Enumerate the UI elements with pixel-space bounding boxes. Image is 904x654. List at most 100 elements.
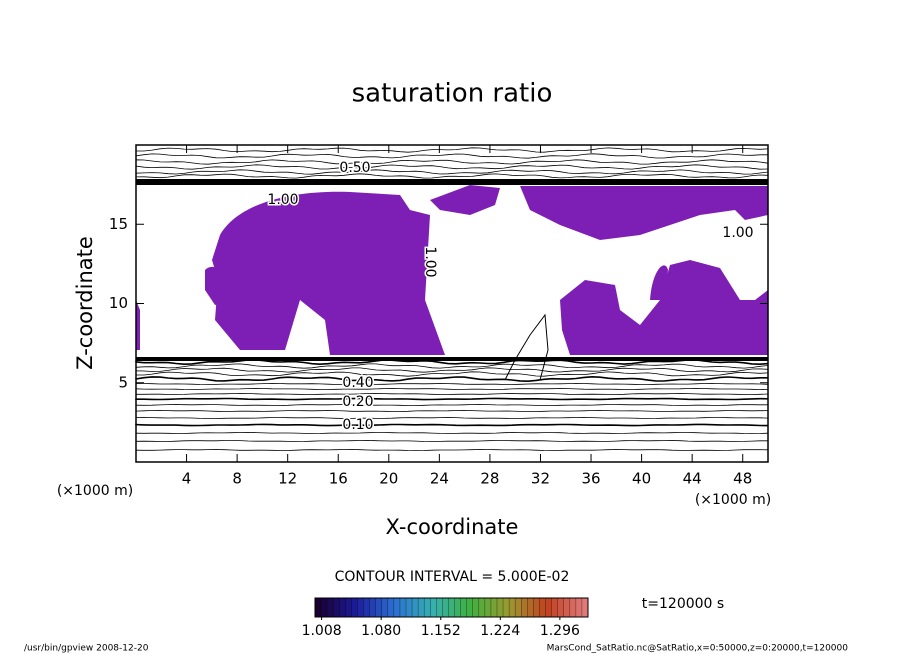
colorbar-cell: [454, 598, 461, 617]
colorbar-cell: [545, 598, 552, 617]
colorbar-cell: [521, 598, 528, 617]
x-unit: (×1000 m): [695, 492, 771, 508]
colorbar-cell: [436, 598, 443, 617]
contour-line: [135, 409, 769, 413]
colorbar-cell: [484, 598, 492, 617]
colorbar-cell: [533, 598, 540, 617]
colorbar-tick-label: 1.152: [421, 623, 461, 639]
colorbar-cell: [345, 598, 352, 617]
y-tick-label: 10: [109, 294, 128, 312]
footer-left: /usr/bin/gpview 2008-12-20: [24, 644, 149, 654]
y-tick-label: 5: [118, 373, 128, 391]
region: [520, 186, 768, 240]
colorbar-cell: [527, 598, 534, 617]
colorbar-cell: [387, 598, 395, 617]
colorbar-cell: [569, 598, 577, 617]
contour-label: 1.00: [267, 192, 298, 208]
chart-title: saturation ratio: [352, 79, 553, 109]
x-tick-label: 28: [480, 470, 499, 488]
contour-label: 0.10: [342, 417, 373, 433]
x-tick-label: 24: [430, 470, 449, 488]
contour-line: [135, 375, 768, 383]
contour-line: [135, 439, 768, 443]
x-tick-label: 16: [329, 470, 348, 488]
contour-label: 0.20: [342, 394, 373, 410]
colorbar-tick-label: 1.080: [361, 623, 401, 639]
colorbar-cell: [430, 598, 437, 617]
colorbar-cell: [381, 598, 389, 617]
x-unit: (×1000 m): [57, 483, 133, 499]
colorbar: 1.008 1.080 1.152 1.224 1.296: [302, 597, 589, 639]
colorbar-cell: [351, 598, 358, 617]
contour-line: [135, 387, 769, 391]
contour-line: [135, 153, 768, 159]
colorbar-cell: [418, 598, 425, 617]
contour-line: [135, 397, 769, 401]
contour-line: [135, 169, 769, 175]
region: [650, 265, 668, 300]
contour-line: [135, 159, 769, 165]
x-tick-label: 20: [379, 470, 398, 488]
time-label: t=120000 s: [642, 596, 724, 612]
colorbar-tick-label: 1.296: [540, 623, 580, 639]
contour-label: 0.50: [339, 160, 370, 176]
contour-line: [504, 313, 549, 381]
x-tick-label: 4: [182, 470, 192, 488]
contour-line: [135, 382, 769, 386]
y-axis-label: Z-coordinate: [73, 236, 97, 370]
contour-label: 0.40: [342, 375, 373, 391]
contour-line: [135, 371, 769, 377]
contour-line: [135, 448, 769, 452]
colorbar-cell: [466, 598, 474, 617]
colorbar-cell: [581, 598, 589, 617]
colorbar-cell: [490, 598, 498, 617]
region: [212, 191, 445, 355]
colorbar-cell: [557, 598, 565, 617]
colorbar-cell: [460, 598, 467, 617]
contour-line: [135, 358, 769, 366]
contour-line: [135, 363, 769, 369]
colorbar-cell: [315, 598, 322, 617]
x-tick-label: 36: [581, 470, 600, 488]
x-tick-label: 40: [632, 470, 651, 488]
x-tick-label: 48: [733, 470, 752, 488]
colorbar-cell: [442, 598, 449, 617]
x-tick-label: 12: [278, 470, 297, 488]
colorbar-cell: [424, 598, 431, 617]
x-axis-label: X-coordinate: [386, 515, 519, 539]
colorbar-frame: [314, 597, 589, 618]
colorbar-tick-label: 1.224: [480, 623, 520, 639]
region: [560, 260, 768, 355]
contour-line: [135, 392, 769, 396]
colorbar-cell: [478, 598, 486, 617]
colorbar-cell: [412, 598, 419, 617]
contour-line: [135, 367, 769, 373]
colorbar-cell: [357, 598, 364, 617]
region: [136, 300, 140, 350]
colorbar-cell: [363, 598, 370, 617]
colorbar-cell: [503, 598, 510, 617]
contour-label: 1.00: [422, 246, 438, 277]
contour-line: [135, 147, 769, 153]
x-tick-label: 44: [683, 470, 702, 488]
colorbar-cell: [515, 598, 522, 617]
contour-lines: [135, 147, 769, 452]
colorbar-cell: [375, 598, 383, 617]
colorbar-cell: [406, 598, 413, 617]
colorbar-cell: [339, 598, 346, 617]
x-tick-label: 32: [531, 470, 550, 488]
saturated-regions: [136, 185, 768, 355]
colorbar-cell: [393, 598, 401, 617]
contour-line: [135, 403, 768, 407]
contour-line: [135, 173, 769, 179]
contour-band: [136, 357, 768, 361]
contour-band: [136, 179, 768, 185]
contour-line: [135, 431, 769, 435]
x-tick-label: 8: [232, 470, 242, 488]
contour-line: [135, 416, 769, 420]
contour-label: 1.00: [722, 225, 753, 241]
colorbar-cell: [321, 598, 328, 617]
colorbar-cell: [575, 598, 583, 617]
colorbar-cell: [563, 598, 571, 617]
